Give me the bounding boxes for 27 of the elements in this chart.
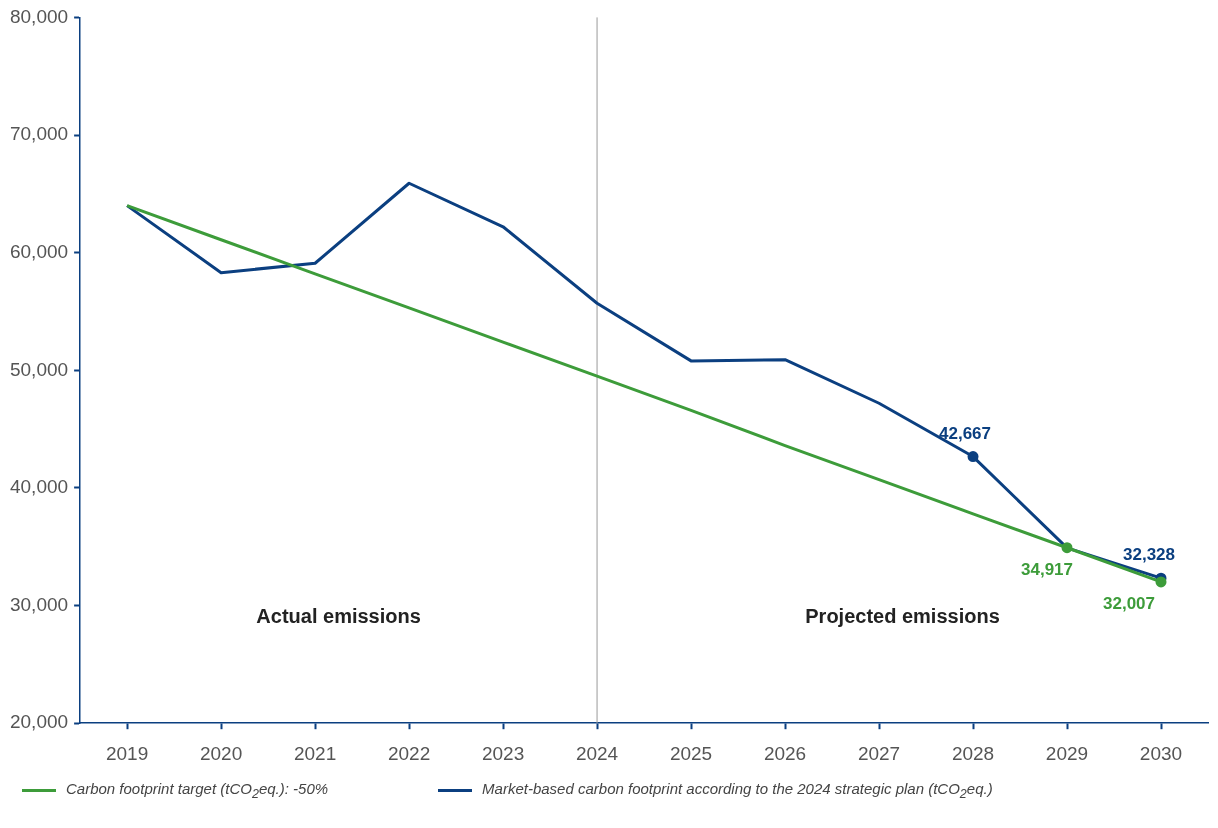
y-tick-label: 60,000 bbox=[9, 240, 69, 262]
x-tick-label: 2019 bbox=[105, 742, 149, 764]
x-tick-label: 2027 bbox=[857, 742, 901, 764]
y-tick-label: 40,000 bbox=[9, 476, 69, 498]
legend-label: Carbon footprint target (tCO$_{2}$eq.): -50% bbox=[66, 780, 329, 801]
data-label: 34,917 bbox=[1021, 559, 1074, 579]
y-tick-label: 20,000 bbox=[9, 711, 69, 733]
annotation: Projected emissions bbox=[805, 604, 1000, 627]
x-tick-label: 2025 bbox=[669, 742, 713, 764]
x-tick-label: 2020 bbox=[199, 742, 243, 764]
legend-label: Market-based carbon footprint according to the 2024 strategic plan (tCO$_{2}$eq.) bbox=[482, 780, 993, 801]
x-tick-label: 2028 bbox=[951, 742, 995, 764]
x-tick-label: 2022 bbox=[387, 742, 431, 764]
x-tick-label: 2030 bbox=[1139, 742, 1183, 764]
x-tick-label: 2029 bbox=[1045, 742, 1089, 764]
data-label: 42,667 bbox=[939, 423, 992, 443]
y-tick-label: 50,000 bbox=[9, 358, 69, 380]
annotation: Actual emissions bbox=[256, 604, 421, 627]
x-tick-label: 2021 bbox=[293, 742, 337, 764]
data-label: 32,328 bbox=[1123, 545, 1175, 565]
data-label: 32,007 bbox=[1103, 594, 1155, 614]
x-tick-label: 2026 bbox=[763, 742, 807, 764]
y-tick-label: 30,000 bbox=[9, 593, 69, 615]
x-tick-label: 2023 bbox=[481, 742, 525, 764]
y-tick-label: 70,000 bbox=[9, 123, 69, 145]
y-tick-label: 80,000 bbox=[9, 5, 69, 27]
x-tick-label: 2024 bbox=[575, 742, 619, 764]
